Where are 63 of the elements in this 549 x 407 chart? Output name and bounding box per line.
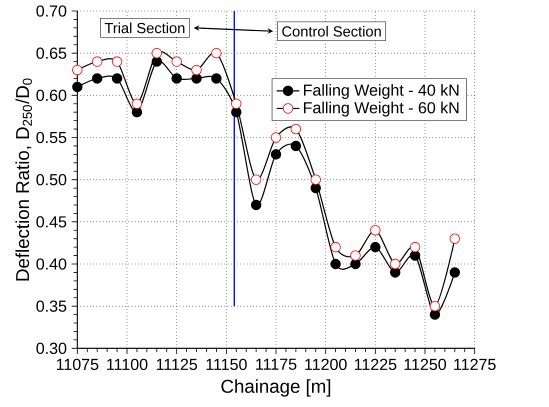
point [250, 200, 262, 210]
point [330, 242, 341, 252]
y-tick-label: 0.60 [36, 90, 66, 101]
point [270, 149, 282, 160]
point [171, 73, 182, 84]
point [72, 82, 83, 92]
point [290, 124, 302, 134]
x-tick-label: 11200 [305, 358, 347, 370]
point [231, 98, 242, 109]
point [171, 56, 182, 67]
point [390, 267, 400, 278]
point [430, 300, 440, 312]
y-tick-label: 0.45 [36, 216, 66, 228]
point [132, 98, 142, 109]
y-tick-label: 0.50 [36, 174, 66, 186]
point [330, 258, 341, 270]
point [430, 309, 440, 320]
point [211, 73, 222, 84]
annotation: Control Section [282, 26, 381, 37]
point [72, 64, 83, 76]
x-tick-label: 11225 [354, 358, 396, 370]
point [191, 64, 202, 76]
point [450, 234, 460, 244]
x-tick-label: 11175 [256, 358, 296, 370]
point [112, 56, 122, 67]
y-axis-title: Deflection Ratio, D$_{250}$/D$_{0}$ [15, 78, 32, 280]
point [152, 48, 162, 58]
point [211, 48, 222, 58]
point [370, 242, 381, 252]
legend-label: Falling Weight - 60 kN [304, 102, 458, 117]
x-axis-title: Chainage [m] [221, 379, 330, 397]
point [290, 140, 302, 152]
legend-label: Falling Weight - 40 kN [304, 84, 458, 99]
annotation: Trial Section [104, 22, 184, 34]
y-tick-label: 0.30 [36, 342, 66, 354]
point [450, 267, 460, 278]
point [410, 242, 420, 252]
point [310, 182, 321, 194]
point [390, 258, 400, 270]
x-tick-label: 11100 [107, 358, 148, 370]
y-tick-label: 0.55 [36, 132, 66, 144]
y-tick-label: 0.65 [36, 48, 66, 59]
point [370, 225, 381, 236]
point [112, 73, 122, 84]
x-tick-label: 11275 [454, 358, 496, 370]
x-tick-label: 11150 [206, 358, 247, 370]
x-tick-label: 11250 [404, 358, 446, 370]
point [250, 174, 262, 185]
point [132, 107, 142, 118]
y-tick-label: 0.70 [36, 5, 66, 17]
x-tick-label: 11125 [156, 358, 198, 370]
point [350, 258, 361, 270]
point [310, 174, 321, 185]
point [350, 250, 361, 261]
point [191, 73, 202, 84]
y-tick-label: 0.35 [36, 300, 66, 312]
point [231, 107, 242, 118]
x-tick-label: 11075 [56, 358, 98, 370]
point [270, 132, 282, 143]
point [152, 56, 162, 67]
point [92, 73, 102, 84]
y-tick-label: 0.40 [36, 258, 66, 270]
point [92, 56, 102, 67]
